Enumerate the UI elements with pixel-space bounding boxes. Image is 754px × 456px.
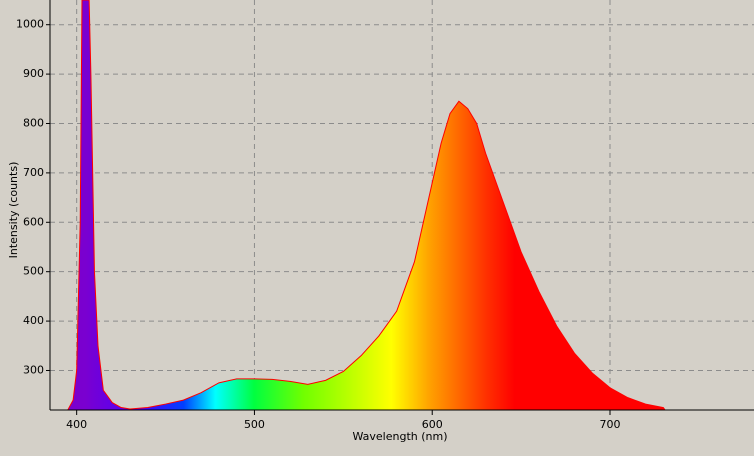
x-axis-title: Wavelength (nm)	[352, 430, 447, 443]
x-tick-label: 700	[600, 418, 621, 431]
y-tick-label: 1000	[16, 18, 44, 31]
y-axis-title: Intensity (counts)	[7, 162, 20, 259]
x-tick-label: 500	[244, 418, 265, 431]
y-tick-label: 600	[23, 215, 44, 228]
spectrum-area	[67, 0, 666, 410]
y-tick-label: 500	[23, 265, 44, 278]
y-tick-label: 900	[23, 67, 44, 80]
y-tick-label: 800	[23, 116, 44, 129]
y-tick-label: 700	[23, 166, 44, 179]
x-tick-label: 600	[422, 418, 443, 431]
y-tick-label: 400	[23, 314, 44, 327]
spectrum-line	[67, 0, 666, 410]
y-tick-label: 300	[23, 363, 44, 376]
x-tick-label: 400	[66, 418, 87, 431]
